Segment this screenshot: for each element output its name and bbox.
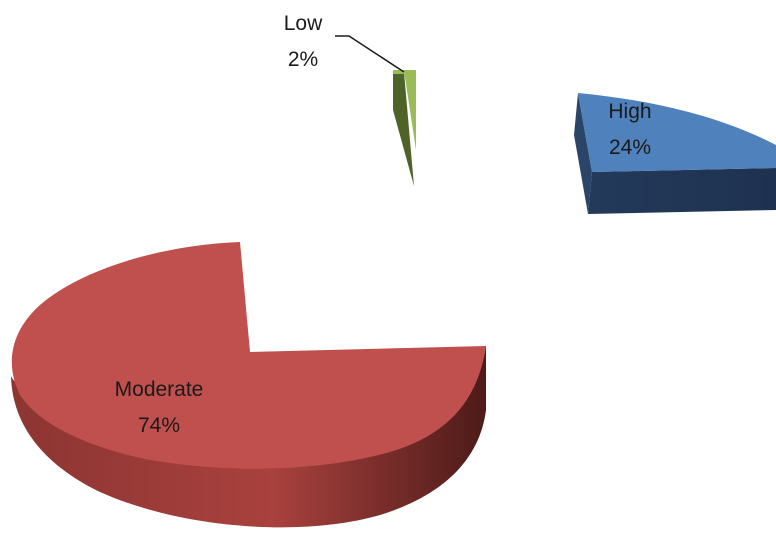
- slice-high-side: [588, 168, 776, 214]
- label-moderate-value: 74%: [138, 414, 180, 437]
- label-moderate-name: Moderate: [115, 378, 204, 401]
- slice-moderate-top: [11, 242, 486, 469]
- slice-low-top: [404, 71, 416, 150]
- slice-low-cap: [393, 70, 416, 74]
- label-high-value: 24%: [609, 136, 651, 159]
- slice-high-left-edge: [574, 93, 592, 214]
- label-high-name: High: [608, 100, 651, 123]
- label-low-value: 2%: [288, 48, 318, 71]
- leader-line-low: [335, 35, 405, 73]
- slice-high-top: [578, 93, 776, 172]
- slice-low: [393, 70, 416, 186]
- slice-high: [574, 93, 776, 214]
- slice-moderate: [11, 242, 486, 528]
- slice-low-side: [393, 70, 414, 186]
- label-low-name: Low: [284, 12, 323, 35]
- slice-moderate-side: [11, 345, 486, 528]
